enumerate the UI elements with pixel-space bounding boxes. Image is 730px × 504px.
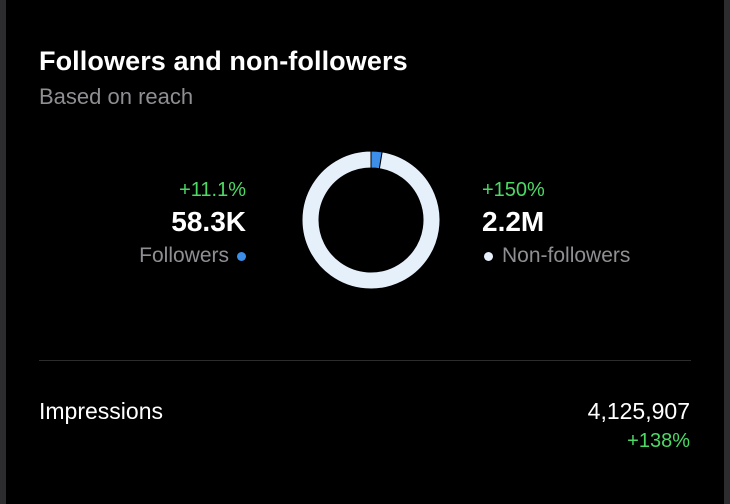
followers-legend-label: Followers <box>139 244 229 267</box>
non-followers-stat: +150% 2.2M Non-followers <box>482 178 630 271</box>
followers-value: 58.3K <box>171 206 246 237</box>
card-subtitle: Based on reach <box>39 84 194 109</box>
impressions-value: 4,125,907 <box>587 398 690 424</box>
followers-change: +11.1% <box>179 179 246 201</box>
non-followers-legend-label: Non-followers <box>502 244 631 267</box>
followers-legend-dot <box>237 251 246 261</box>
non-followers-legend: Non-followers <box>482 241 630 271</box>
donut-slice-non-followers <box>301 150 441 290</box>
followers-stat: +11.1% 58.3K Followers <box>139 178 246 271</box>
followers-donut-chart <box>301 150 441 290</box>
non-followers-change: +150% <box>482 179 545 201</box>
non-followers-value: 2.2M <box>482 206 545 237</box>
impressions-change: +138% <box>627 430 690 452</box>
donut-slices <box>301 150 441 290</box>
non-followers-legend-dot <box>484 251 493 261</box>
card-title: Followers and non-followers <box>39 46 408 76</box>
section-divider <box>39 360 691 361</box>
followers-legend: Followers <box>139 241 246 271</box>
impressions-label: Impressions <box>39 398 163 424</box>
